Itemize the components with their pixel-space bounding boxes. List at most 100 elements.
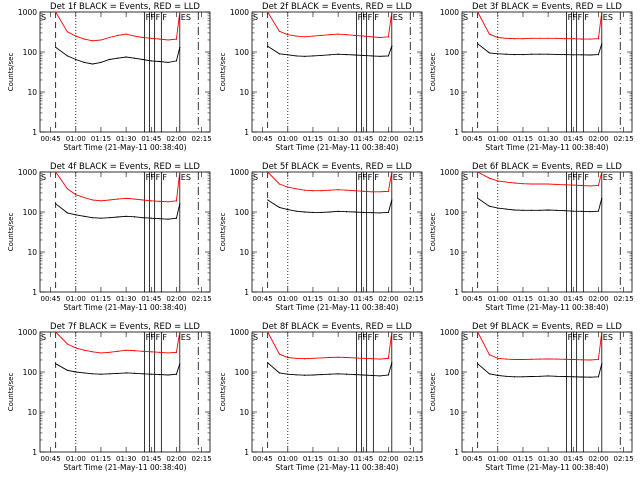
data-point-lld — [597, 184, 600, 187]
data-point-events — [167, 374, 169, 376]
x-tick-label: 00:45 — [253, 295, 273, 303]
data-point-events — [329, 54, 331, 56]
data-point-lld — [477, 11, 479, 13]
end-marker-label: ES — [181, 333, 191, 342]
x-tick-label: 01:45 — [563, 135, 583, 143]
x-tick-label: 01:00 — [488, 135, 508, 143]
flare-marker-label: F — [146, 173, 151, 182]
data-point-events — [83, 372, 85, 374]
data-point-events — [312, 374, 314, 376]
data-point-lld — [555, 37, 558, 39]
x-tick-label: 01:30 — [328, 295, 348, 303]
data-point-lld — [125, 349, 127, 351]
data-point-events — [167, 218, 169, 220]
data-point-events — [179, 203, 181, 205]
data-point-events — [320, 211, 322, 213]
data-point-lld — [303, 189, 306, 191]
panel-title: Det 9f BLACK = Events, RED = LLD — [472, 322, 622, 332]
y-tick-label: 1000 — [230, 168, 249, 177]
x-tick-label: 00:45 — [41, 455, 61, 463]
data-point-lld — [539, 183, 541, 185]
data-point-events — [278, 372, 281, 374]
y-tick-label: 100 — [23, 368, 38, 377]
data-point-lld — [572, 358, 574, 361]
data-point-lld — [75, 35, 77, 37]
data-point-lld — [362, 35, 364, 37]
data-point-lld — [345, 34, 348, 36]
data-point-lld — [601, 171, 603, 173]
data-point-events — [100, 217, 102, 219]
y-tick-label: 1 — [32, 288, 37, 297]
data-point-events — [572, 376, 574, 378]
data-point-events — [513, 209, 516, 211]
data-point-events — [303, 374, 306, 376]
data-point-events — [117, 57, 119, 59]
flare-marker-label: F — [374, 173, 379, 182]
data-point-events — [555, 375, 558, 377]
data-point-events — [379, 375, 381, 377]
series-line-lld — [477, 171, 603, 187]
data-point-lld — [497, 180, 499, 182]
data-point-lld — [513, 38, 516, 40]
data-point-events — [295, 55, 297, 57]
data-point-lld — [601, 11, 603, 13]
axes-frame — [461, 171, 633, 293]
x-tick-label: 01:15 — [91, 295, 111, 303]
data-point-lld — [505, 37, 507, 39]
data-point-lld — [175, 351, 178, 353]
x-tick-label: 02:15 — [404, 135, 424, 143]
data-point-lld — [167, 201, 169, 203]
data-point-events — [142, 217, 144, 219]
flare-marker-label: F — [358, 173, 363, 182]
data-point-events — [391, 199, 393, 201]
data-point-lld — [354, 357, 356, 359]
y-tick-label: 1000 — [440, 328, 459, 337]
series-line-lld — [267, 11, 393, 38]
data-point-events — [320, 374, 322, 376]
data-point-events — [267, 362, 269, 364]
data-point-lld — [179, 11, 181, 13]
data-point-events — [133, 216, 136, 218]
data-point-events — [539, 375, 541, 377]
x-tick-label: 01:00 — [488, 455, 508, 463]
data-point-lld — [133, 198, 136, 200]
data-point-events — [320, 54, 322, 57]
series-line-events — [55, 363, 181, 376]
flare-marker-label: F — [568, 333, 573, 342]
data-point-lld — [387, 357, 390, 359]
panel-det-9: Det 9f BLACK = Events, RED = LLD 1 10 100 10… — [429, 322, 634, 472]
flare-marker-label: F — [374, 13, 379, 22]
data-point-events — [179, 46, 181, 49]
data-point-events — [267, 45, 269, 47]
x-tick-label: 01:45 — [141, 135, 161, 143]
data-point-lld — [597, 358, 600, 361]
data-point-lld — [581, 38, 583, 40]
start-marker-label: S — [253, 333, 258, 342]
x-tick-label: 01:00 — [278, 455, 298, 463]
series-line-events — [55, 47, 181, 65]
flare-marker-label: F — [578, 173, 583, 182]
x-axis-label: Start Time (21-May-11 00:38:40) — [275, 303, 398, 312]
data-point-lld — [320, 34, 322, 37]
data-point-events — [337, 373, 339, 375]
data-point-events — [295, 210, 297, 212]
data-point-lld — [337, 356, 339, 358]
data-point-events — [379, 55, 381, 57]
data-point-events — [345, 373, 348, 375]
data-point-events — [66, 55, 69, 57]
flare-marker-label: F — [368, 173, 373, 182]
y-tick-label: 100 — [445, 48, 460, 57]
flare-marker-label: F — [156, 173, 161, 182]
y-tick-label: 1 — [32, 128, 37, 137]
x-tick-label: 01:00 — [278, 135, 298, 143]
data-point-lld — [477, 331, 479, 333]
data-point-lld — [66, 188, 69, 190]
series-line-lld — [55, 171, 181, 203]
x-tick-label: 00:45 — [41, 135, 61, 143]
y-tick-label: 1 — [32, 448, 37, 457]
y-tick-label: 10 — [27, 88, 37, 97]
data-point-lld — [133, 35, 136, 37]
data-point-events — [345, 54, 348, 56]
data-point-events — [354, 374, 356, 376]
data-point-lld — [547, 358, 549, 360]
